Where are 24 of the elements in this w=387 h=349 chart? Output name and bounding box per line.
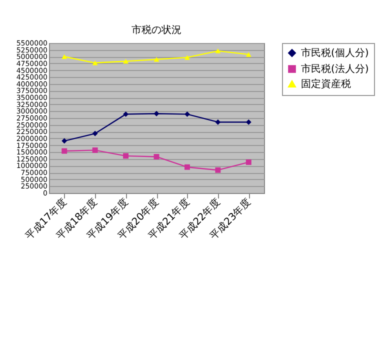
point xyxy=(62,148,68,154)
point xyxy=(92,60,98,66)
legend-label: 市民税(個人分) xyxy=(301,47,369,59)
point xyxy=(215,48,221,54)
point xyxy=(92,147,98,153)
point xyxy=(184,55,190,60)
point xyxy=(215,119,221,125)
point xyxy=(154,110,160,116)
point xyxy=(62,138,68,144)
point xyxy=(184,111,190,117)
chart-title: 市税の状況 xyxy=(132,24,182,36)
legend-label: 市民税(法人分) xyxy=(301,63,369,75)
point xyxy=(184,164,190,170)
legend-label: 固定資産税 xyxy=(301,78,351,90)
point xyxy=(215,167,221,173)
point xyxy=(154,154,160,160)
point xyxy=(123,58,129,64)
point xyxy=(123,153,129,159)
point xyxy=(246,119,252,125)
point xyxy=(123,111,129,117)
point xyxy=(62,54,68,60)
point xyxy=(246,159,252,165)
point xyxy=(246,52,252,57)
point xyxy=(92,130,98,136)
